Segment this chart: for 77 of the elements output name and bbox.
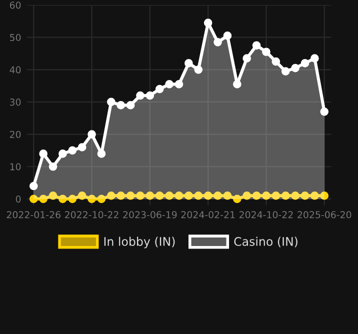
y-tick-label: 60 (10, 2, 21, 9)
point (272, 192, 280, 200)
point (204, 192, 212, 200)
point (88, 130, 96, 138)
point (136, 91, 144, 100)
x-tick-label: 2025-06-20 (298, 211, 352, 218)
point (291, 192, 300, 200)
point (214, 192, 222, 200)
y-tick-label: 10 (10, 163, 21, 170)
point (281, 192, 290, 200)
point (88, 194, 96, 204)
point (242, 54, 252, 63)
point (291, 64, 300, 72)
point (68, 194, 77, 204)
point (184, 192, 193, 200)
point (48, 192, 58, 200)
point (281, 67, 290, 76)
point (29, 182, 38, 190)
point (97, 194, 106, 204)
point (252, 41, 261, 50)
y-tick-label: 20 (10, 130, 21, 138)
point (29, 194, 38, 204)
point (184, 59, 193, 68)
x-tick-label: 2023-06-19 (123, 211, 177, 218)
point (310, 192, 319, 200)
point (223, 32, 232, 40)
point (214, 38, 222, 46)
point (232, 80, 242, 88)
point (242, 192, 252, 200)
point (48, 162, 58, 171)
point (262, 192, 270, 200)
x-tick-label: 2024-02-21 (181, 211, 235, 218)
point (136, 192, 144, 200)
point (204, 18, 212, 27)
point (58, 194, 67, 204)
point (252, 192, 261, 200)
point (194, 65, 203, 74)
point (106, 192, 116, 200)
point (194, 192, 203, 200)
point (174, 192, 184, 200)
point (300, 59, 310, 68)
point (155, 192, 164, 200)
point (78, 192, 86, 200)
point (58, 150, 67, 158)
point (39, 194, 48, 204)
point (116, 101, 126, 110)
point (223, 192, 232, 200)
point (320, 108, 329, 116)
point (126, 192, 135, 200)
point (146, 91, 154, 100)
legend-label: In lobby (IN) (104, 236, 175, 248)
point (174, 80, 184, 88)
point (97, 150, 106, 158)
point (146, 192, 154, 200)
point (262, 48, 270, 56)
x-tick-label: 2022-10-22 (65, 211, 118, 218)
point (310, 54, 319, 63)
point (165, 80, 174, 88)
legend-label: Casino (IN) (234, 236, 298, 248)
x-tick-label: 2024-10-22 (239, 211, 293, 218)
point (126, 101, 135, 110)
point (320, 192, 329, 200)
point (155, 84, 164, 94)
point (116, 192, 126, 200)
y-tick-label: 30 (10, 98, 21, 106)
point (232, 194, 242, 204)
point (78, 143, 86, 152)
y-tick-label: 40 (10, 66, 21, 74)
y-tick-label: 0 (16, 196, 21, 203)
point (165, 192, 174, 200)
y-tick-label: 50 (10, 34, 21, 42)
x-tick-label: 2022-01-26 (6, 211, 60, 218)
point (300, 192, 310, 200)
point (39, 150, 48, 158)
point (272, 57, 280, 66)
point (68, 146, 77, 155)
point (106, 98, 116, 106)
